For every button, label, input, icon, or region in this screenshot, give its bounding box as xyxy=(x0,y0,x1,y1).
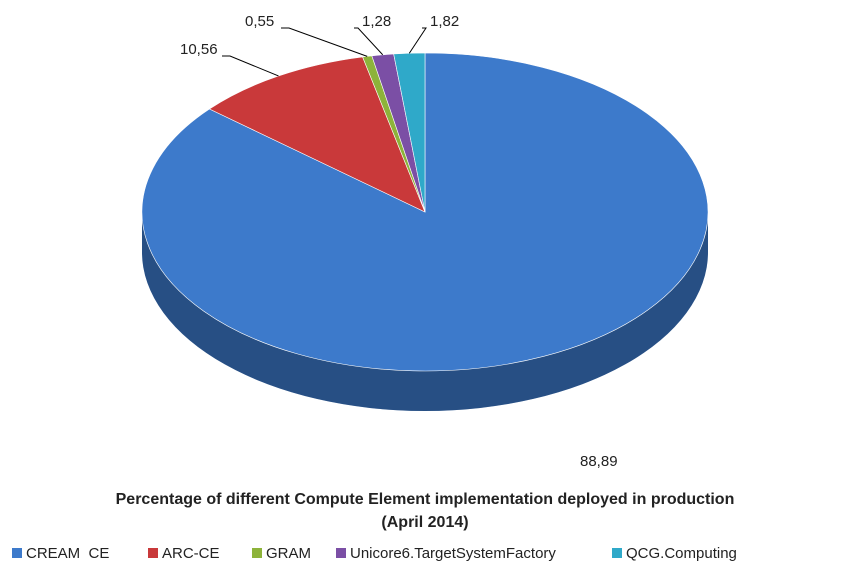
data-label: 10,56 xyxy=(180,41,218,58)
data-label: 1,82 xyxy=(430,13,459,30)
legend-label: CREAM CE xyxy=(26,545,109,562)
data-label: 0,55 xyxy=(245,13,274,30)
legend-label: GRAM xyxy=(266,545,311,562)
legend-swatch xyxy=(252,548,262,558)
data-label: 1,28 xyxy=(362,13,391,30)
leader-line xyxy=(408,27,427,54)
leader-line xyxy=(281,27,368,57)
pie-slice xyxy=(208,56,426,213)
legend-swatch xyxy=(612,548,622,558)
pie-slice xyxy=(393,52,426,213)
legend-swatch xyxy=(148,548,158,558)
legend-swatch xyxy=(336,548,346,558)
pie-side xyxy=(142,212,708,411)
chart-subtitle: (April 2014) xyxy=(381,514,468,531)
legend-swatch xyxy=(12,548,22,558)
leader-line xyxy=(222,55,279,77)
chart-title: Percentage of different Compute Element … xyxy=(116,491,735,508)
data-label: 88,89 xyxy=(580,453,618,470)
pie-side-shade xyxy=(142,212,708,411)
legend-label: QCG.Computing xyxy=(626,545,737,562)
legend-label: Unicore6.TargetSystemFactory xyxy=(350,545,556,562)
leader-line xyxy=(354,27,384,56)
legend-label: ARC-CE xyxy=(162,545,220,562)
